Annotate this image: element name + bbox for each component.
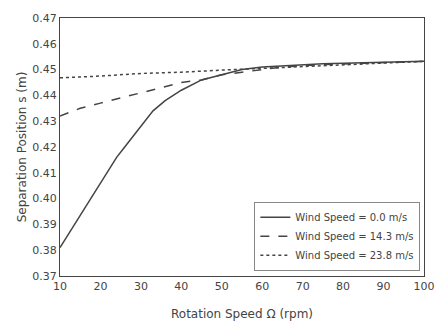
svg-text:Wind Speed = 0.0 m/s: Wind Speed = 0.0 m/s xyxy=(295,212,407,223)
svg-text:60: 60 xyxy=(255,280,269,293)
svg-text:0.43: 0.43 xyxy=(32,115,57,128)
svg-text:0.41: 0.41 xyxy=(32,167,57,180)
svg-text:0.44: 0.44 xyxy=(32,89,57,102)
svg-text:40: 40 xyxy=(174,280,188,293)
svg-text:0.45: 0.45 xyxy=(32,63,57,76)
svg-text:Wind Speed = 14.3 m/s: Wind Speed = 14.3 m/s xyxy=(295,231,413,242)
svg-text:10: 10 xyxy=(53,280,67,293)
svg-text:80: 80 xyxy=(336,280,350,293)
svg-text:100: 100 xyxy=(414,280,435,293)
svg-text:0.46: 0.46 xyxy=(32,38,57,51)
svg-text:0.42: 0.42 xyxy=(32,141,57,154)
svg-text:70: 70 xyxy=(296,280,310,293)
svg-text:0.39: 0.39 xyxy=(32,218,57,231)
svg-text:Rotation Speed Ω (rpm): Rotation Speed Ω (rpm) xyxy=(171,307,313,321)
svg-text:0.37: 0.37 xyxy=(32,270,57,283)
svg-text:30: 30 xyxy=(134,280,148,293)
svg-text:50: 50 xyxy=(215,280,229,293)
svg-text:0.47: 0.47 xyxy=(32,12,57,25)
svg-text:0.38: 0.38 xyxy=(32,244,57,257)
svg-text:90: 90 xyxy=(377,280,391,293)
svg-text:Wind Speed = 23.8 m/s: Wind Speed = 23.8 m/s xyxy=(295,250,413,261)
svg-text:Separation Position s (m): Separation Position s (m) xyxy=(15,72,29,223)
svg-text:0.40: 0.40 xyxy=(32,192,57,205)
svg-text:20: 20 xyxy=(93,280,107,293)
